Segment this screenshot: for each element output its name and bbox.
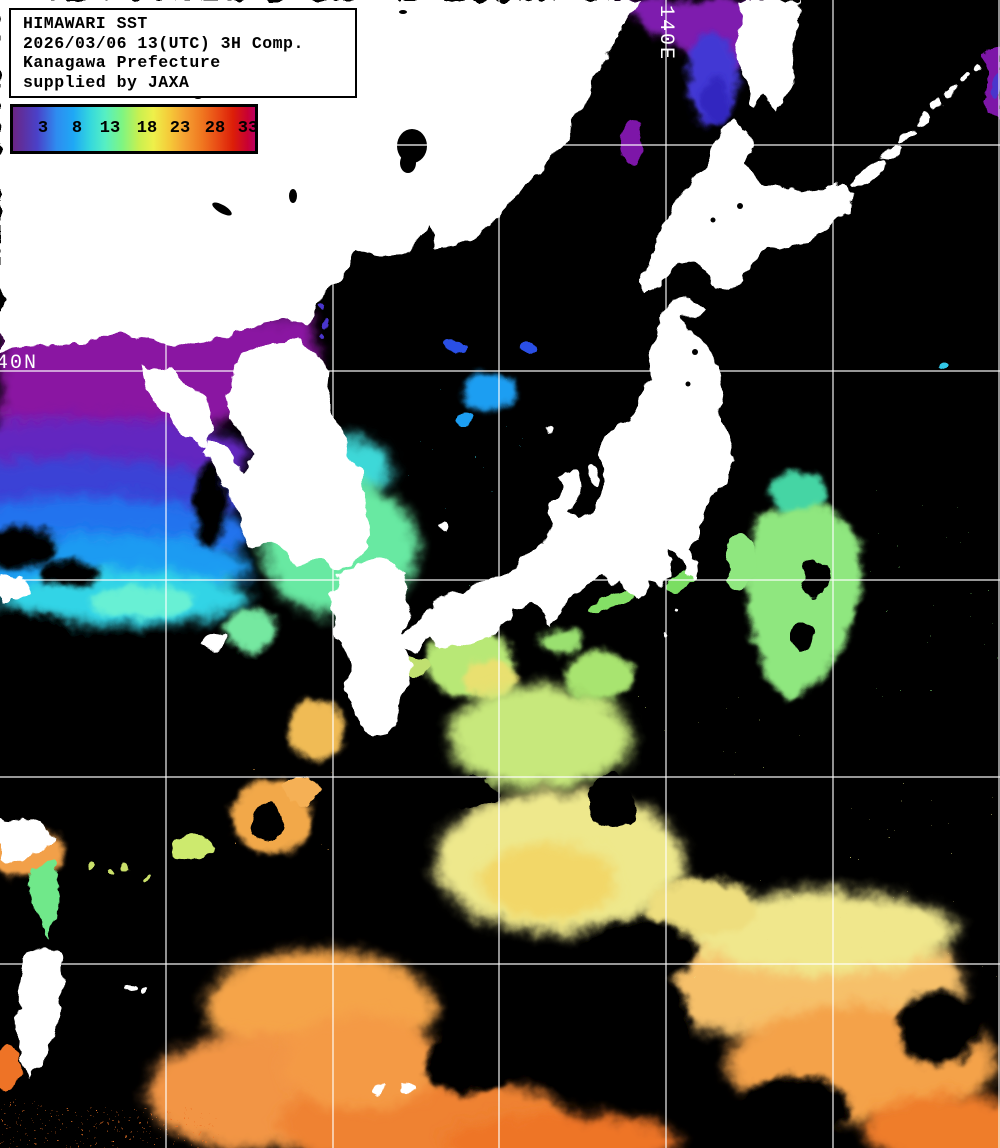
- map-supplier: supplied by JAXA: [23, 72, 190, 92]
- colorbar-tick-28: 28: [204, 119, 226, 138]
- map-datetime: 2026/03/06 13(UTC) 3H Comp.: [23, 33, 304, 53]
- land-korea: [199, 340, 369, 571]
- land-honshu: [397, 295, 734, 651]
- colorbar-legend: 3 8 13 18 23 28 33: [10, 104, 258, 154]
- colorbar-tick-3: 3: [37, 119, 49, 138]
- grid-label-140e: 140E: [654, 5, 677, 61]
- land-kyushu: [329, 558, 414, 738]
- land-shikoku: [427, 591, 514, 649]
- land-china-coast-south: [0, 818, 58, 863]
- land-taiwan: [17, 948, 64, 1080]
- inland-water-marks: [181, 10, 743, 387]
- map-region: Kanagawa Prefecture: [23, 53, 221, 72]
- info-box: HIMAWARI SST 2026/03/06 13(UTC) 3H Comp.…: [9, 8, 357, 98]
- map-title: HIMAWARI SST: [23, 14, 148, 33]
- land-liaodong: [138, 368, 214, 447]
- colorbar-tick-18: 18: [136, 119, 158, 138]
- land-kuril-islands: [756, 64, 981, 252]
- colorbar-tick-23: 23: [169, 119, 191, 138]
- colorbar-tick-33: 33: [237, 119, 258, 138]
- land-sakhalin: [736, 0, 800, 112]
- land-small-islands: [124, 424, 676, 1094]
- land-china-coast: [0, 572, 32, 601]
- colorbar-tick-13: 13: [99, 119, 121, 138]
- grid-label-40n: 40N: [0, 352, 38, 375]
- land-hokkaido: [640, 118, 856, 293]
- colorbar-tick-8: 8: [71, 119, 83, 138]
